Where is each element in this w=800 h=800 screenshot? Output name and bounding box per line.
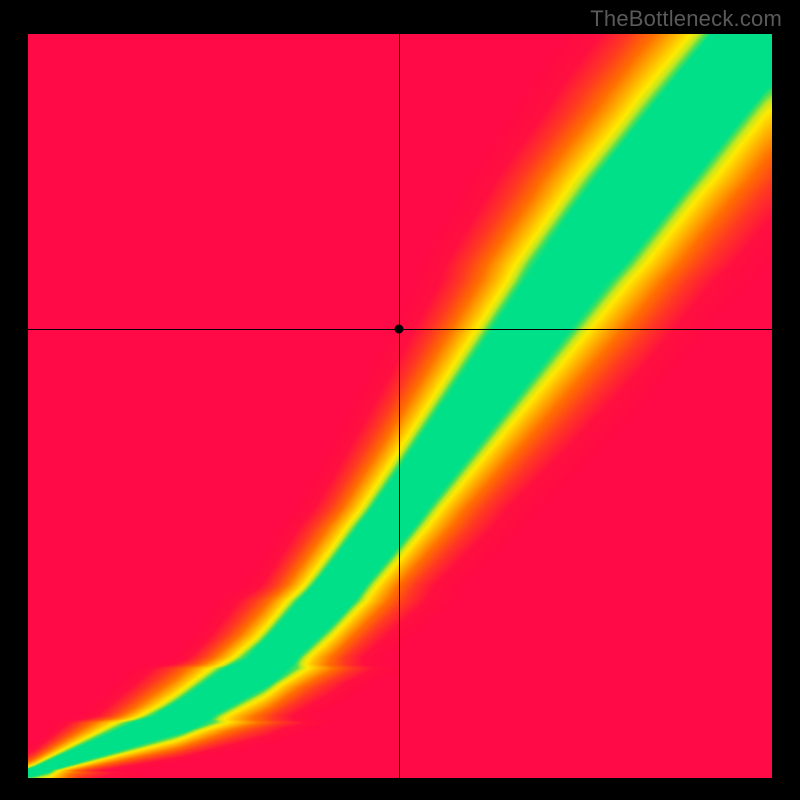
watermark-text: TheBottleneck.com (590, 6, 782, 32)
bottleneck-heatmap (28, 34, 772, 778)
crosshair-vertical (399, 34, 400, 778)
selection-marker (394, 325, 403, 334)
chart-container: TheBottleneck.com (0, 0, 800, 800)
plot-frame (28, 34, 772, 778)
